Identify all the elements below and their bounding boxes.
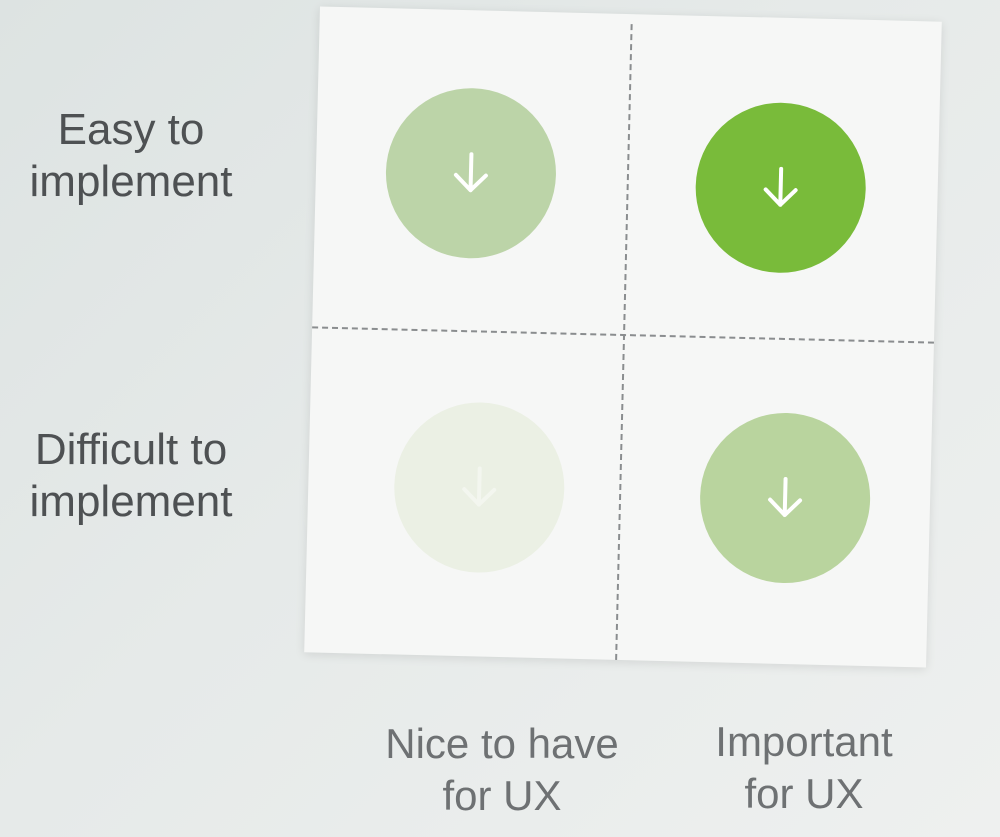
column-label-nice: Nice to have for UX bbox=[385, 720, 619, 819]
arrow-down-icon bbox=[768, 477, 803, 518]
row-label-difficult: Difficult to implement bbox=[29, 425, 233, 526]
quadrant-easy-nice-circle bbox=[383, 86, 559, 261]
column-label-important: Important for UX bbox=[715, 718, 893, 817]
row-label-easy: Easy to implement bbox=[29, 105, 233, 206]
arrow-down-icon bbox=[462, 466, 497, 507]
arrow-down-icon bbox=[453, 152, 488, 193]
vertical-divider bbox=[615, 24, 633, 660]
quadrant-difficult-important-circle bbox=[698, 410, 873, 586]
quadrant-easy-important-circle bbox=[693, 100, 868, 275]
quadrant-difficult-nice-circle bbox=[392, 400, 567, 575]
arrow-down-icon bbox=[763, 166, 798, 207]
priority-matrix bbox=[304, 6, 942, 668]
